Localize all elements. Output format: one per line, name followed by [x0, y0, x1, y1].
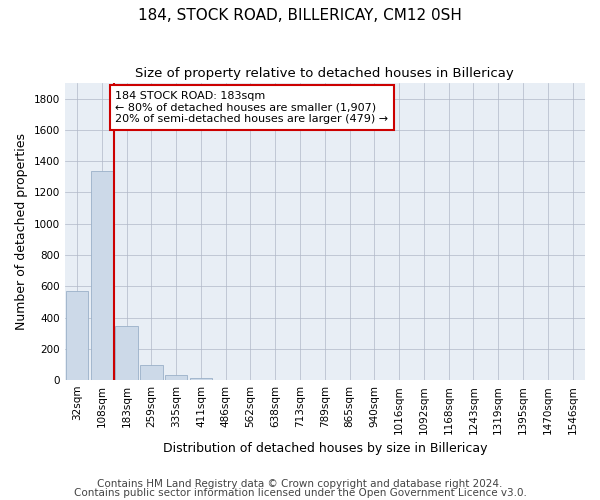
Text: Contains HM Land Registry data © Crown copyright and database right 2024.: Contains HM Land Registry data © Crown c…	[97, 479, 503, 489]
Bar	[91, 170, 113, 380]
Text: 184, STOCK ROAD, BILLERICAY, CM12 0SH: 184, STOCK ROAD, BILLERICAY, CM12 0SH	[138, 8, 462, 22]
Bar	[140, 365, 163, 380]
X-axis label: Distribution of detached houses by size in Billericay: Distribution of detached houses by size …	[163, 442, 487, 455]
Bar	[190, 378, 212, 380]
Y-axis label: Number of detached properties: Number of detached properties	[15, 133, 28, 330]
Title: Size of property relative to detached houses in Billericay: Size of property relative to detached ho…	[136, 68, 514, 80]
Bar	[165, 374, 187, 380]
Text: Contains public sector information licensed under the Open Government Licence v3: Contains public sector information licen…	[74, 488, 526, 498]
Text: 184 STOCK ROAD: 183sqm
← 80% of detached houses are smaller (1,907)
20% of semi-: 184 STOCK ROAD: 183sqm ← 80% of detached…	[115, 91, 389, 124]
Bar	[115, 326, 138, 380]
Bar	[66, 291, 88, 380]
